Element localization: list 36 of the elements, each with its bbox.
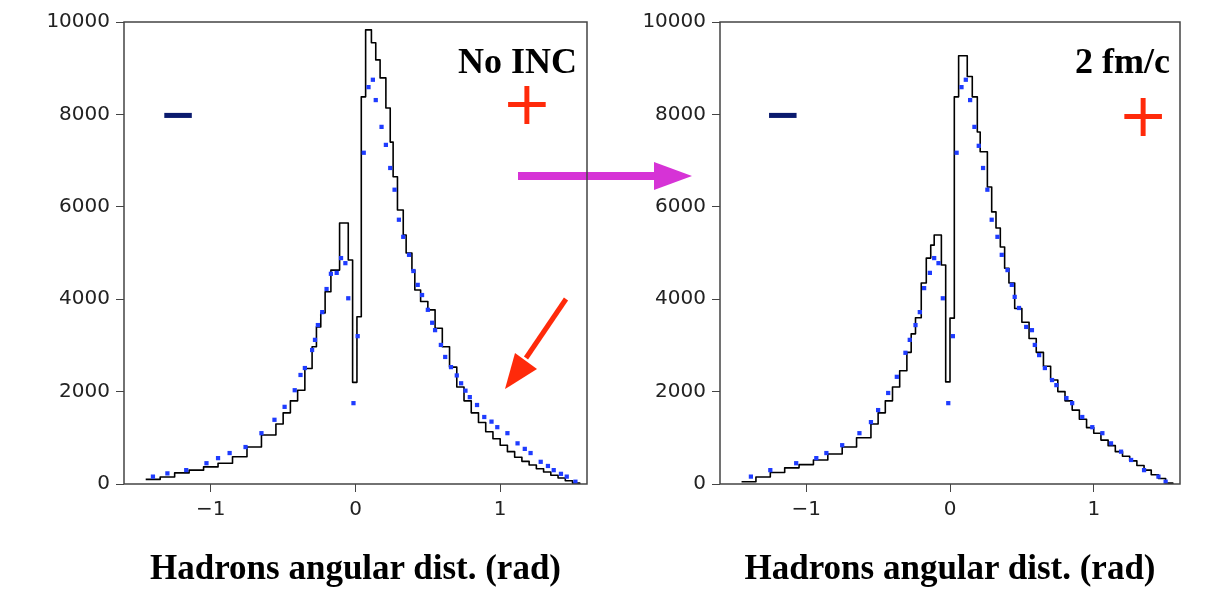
y-tick-label: 4000 (655, 285, 706, 310)
point (959, 85, 964, 90)
point (903, 350, 908, 355)
x-tick-label: 0 (943, 496, 957, 521)
point (1005, 267, 1010, 273)
x-tick-label: −1 (196, 496, 226, 521)
annotation: + (1118, 79, 1169, 150)
x-tick-label: −1 (791, 496, 821, 521)
y-tick-label: 8000 (655, 100, 706, 125)
x-tick-label: 1 (493, 496, 507, 521)
y-tick-label: 0 (693, 470, 706, 495)
y-tick-label: 10000 (642, 8, 706, 33)
x-tick-label: 0 (349, 496, 362, 521)
point (1064, 395, 1069, 401)
x-axis-title: Hadrons angular dist. (rad) (149, 548, 562, 588)
y-tick-label: 4000 (59, 285, 110, 310)
point (972, 124, 977, 129)
y-tick-label: 6000 (59, 193, 110, 217)
point (1156, 474, 1161, 479)
y-tick-label: 0 (97, 470, 110, 495)
annotation: − (159, 87, 197, 139)
y-tick-label: 6000 (655, 193, 706, 217)
point (995, 234, 1000, 239)
y-tick-label: 2000 (59, 377, 110, 402)
y-tick-label: 8000 (59, 100, 110, 125)
y-tick-label: 10000 (46, 8, 110, 33)
annotation: 2 fm/c (1075, 41, 1171, 82)
point (857, 431, 862, 436)
annotation: − (764, 87, 802, 139)
x-tick-label: 1 (1087, 496, 1101, 521)
x-axis-title: Hadrons angular dist. (rad) (744, 548, 1156, 588)
point (954, 150, 959, 155)
point (936, 261, 941, 266)
point (913, 322, 918, 328)
point (748, 474, 754, 479)
y-tick-label: 2000 (655, 377, 706, 402)
